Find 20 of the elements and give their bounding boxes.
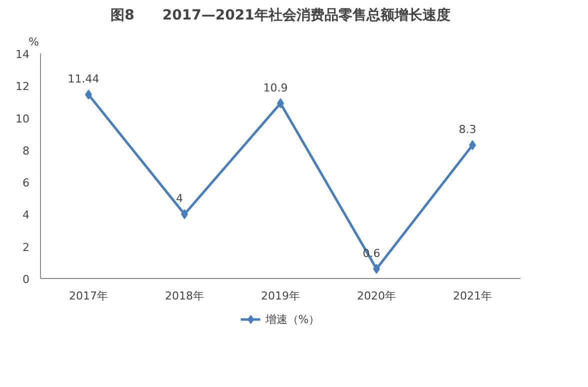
legend-label: 增速（%） xyxy=(265,312,320,326)
data-label: 4 xyxy=(176,192,183,206)
chart-title: 图8 2017—2021年社会消费品零售总额增长速度 xyxy=(110,6,450,24)
y-tick-label: 12 xyxy=(16,80,30,94)
y-axis-title: % xyxy=(28,36,39,48)
y-tick-label: 2 xyxy=(22,240,30,254)
x-tick-label: 2018年 xyxy=(165,290,204,302)
y-tick-label: 10 xyxy=(16,112,30,126)
data-label: 10.9 xyxy=(263,81,288,94)
y-tick-label: 0 xyxy=(22,273,30,286)
x-tick-label: 2020年 xyxy=(357,290,396,302)
x-tick-label: 2019年 xyxy=(261,290,300,302)
y-tick-label: 8 xyxy=(22,144,30,158)
data-label: 11.44 xyxy=(68,72,100,86)
y-tick-label: 4 xyxy=(22,208,30,222)
data-label: 8.3 xyxy=(458,123,476,136)
x-tick-label: 2021年 xyxy=(453,290,492,302)
y-tick-label: 6 xyxy=(22,176,30,190)
x-tick-label: 2017年 xyxy=(69,290,108,302)
y-tick-label: 14 xyxy=(16,48,30,61)
